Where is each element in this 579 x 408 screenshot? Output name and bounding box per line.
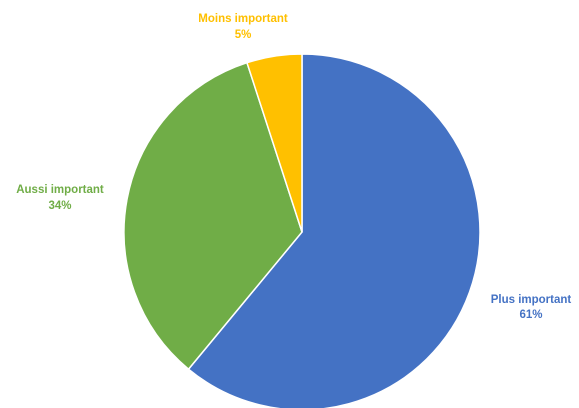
slice-label-name: Aussi important [16,184,104,196]
pie-slice-aussi-important [123,61,303,371]
slice-label-value: 34% [48,200,71,212]
slice-label-aussi-important: Aussi important 34% [16,184,104,212]
slice-label-plus-important: Plus important 61% [491,294,572,321]
slice-label-value: 5% [235,29,252,41]
slice-label-name: Plus important [491,294,572,306]
slice-label-name: Moins important [198,13,288,25]
slice-label-moins-important: Moins important 5% [198,13,288,41]
pie-slice-plus-important [187,53,481,408]
pie-slice-moins-important [246,53,303,233]
pie-slices [123,53,481,408]
slice-label-value: 61% [519,309,542,321]
